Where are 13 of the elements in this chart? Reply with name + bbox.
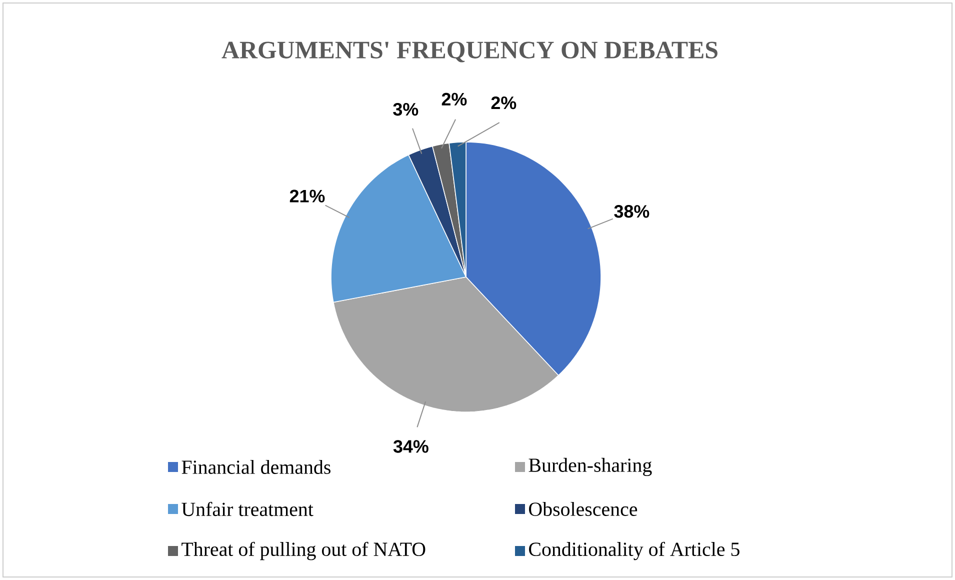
legend-label: Financial demands <box>182 460 330 474</box>
legend-label: Obsolescence <box>529 502 638 516</box>
legend-label: Conditionality of Article 5 <box>529 542 740 560</box>
legend-label: Unfair treatment <box>182 502 314 516</box>
data-label: 34% <box>393 440 428 453</box>
data-label: 38% <box>614 205 650 218</box>
legend-label: Burden-sharing <box>528 458 652 476</box>
legend-label: Threat of pulling out of NATO <box>182 542 426 560</box>
data-label: 2% <box>491 96 516 110</box>
data-label: 21% <box>290 190 325 202</box>
chart-title: ARGUMENTS' FREQUENCY ON DEBATES <box>222 42 718 62</box>
data-label: 2% <box>442 92 467 106</box>
data-label: 3% <box>393 102 418 116</box>
